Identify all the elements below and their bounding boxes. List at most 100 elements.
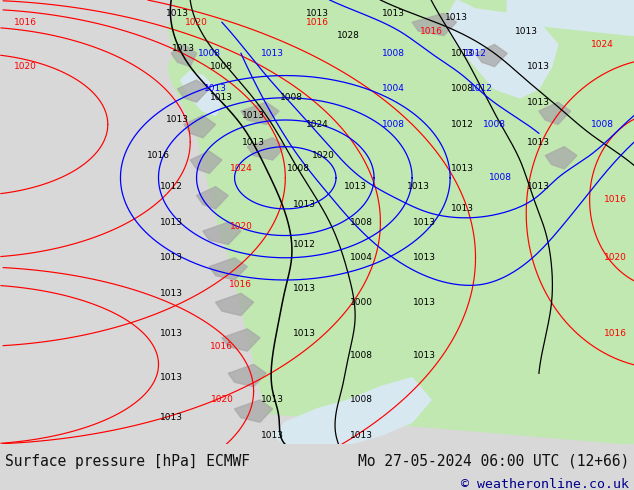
Text: 1016: 1016 [420, 26, 443, 36]
Text: 1016: 1016 [210, 342, 233, 351]
Text: 1013: 1013 [293, 200, 316, 209]
Text: 1008: 1008 [483, 120, 506, 129]
Text: 1013: 1013 [451, 164, 474, 173]
Text: 1008: 1008 [489, 173, 512, 182]
Text: 1013: 1013 [242, 111, 265, 120]
Text: 1016: 1016 [230, 280, 252, 289]
Text: 1020: 1020 [604, 253, 626, 262]
Text: 1013: 1013 [350, 431, 373, 440]
Text: 1013: 1013 [382, 9, 404, 18]
Polygon shape [539, 102, 571, 124]
Polygon shape [184, 116, 216, 138]
Text: 1013: 1013 [160, 413, 183, 422]
Text: 1008: 1008 [198, 49, 221, 58]
Text: 1008: 1008 [451, 84, 474, 94]
Text: 1013: 1013 [172, 45, 195, 53]
Text: 1013: 1013 [407, 182, 430, 191]
Text: 1013: 1013 [160, 218, 183, 227]
Text: 1013: 1013 [413, 298, 436, 307]
Text: 1008: 1008 [350, 218, 373, 227]
Text: 1020: 1020 [14, 62, 37, 71]
Polygon shape [241, 102, 279, 124]
Text: 1013: 1013 [344, 182, 366, 191]
Text: 1013: 1013 [527, 62, 550, 71]
Text: 1020: 1020 [230, 222, 252, 231]
Text: 1008: 1008 [350, 395, 373, 404]
Polygon shape [181, 71, 222, 116]
Polygon shape [507, 0, 634, 36]
Polygon shape [168, 0, 634, 444]
Polygon shape [171, 45, 197, 67]
Text: 1008: 1008 [287, 164, 309, 173]
Text: 1013: 1013 [160, 329, 183, 338]
Polygon shape [203, 222, 241, 245]
Text: 1016: 1016 [604, 196, 626, 204]
Text: 1024: 1024 [591, 40, 614, 49]
Text: 1013: 1013 [451, 49, 474, 58]
Polygon shape [476, 45, 507, 67]
Text: 1013: 1013 [293, 284, 316, 294]
Polygon shape [178, 80, 209, 102]
Text: 1000: 1000 [350, 298, 373, 307]
Text: 1013: 1013 [261, 431, 284, 440]
Text: Mo 27-05-2024 06:00 UTC (12+66): Mo 27-05-2024 06:00 UTC (12+66) [358, 454, 629, 469]
Text: 1016: 1016 [306, 18, 328, 27]
Text: 1012: 1012 [293, 240, 316, 249]
Text: 1013: 1013 [160, 289, 183, 298]
Text: © weatheronline.co.uk: © weatheronline.co.uk [461, 478, 629, 490]
Text: 1013: 1013 [413, 253, 436, 262]
Text: Surface pressure [hPa] ECMWF: Surface pressure [hPa] ECMWF [5, 454, 250, 469]
Polygon shape [412, 13, 456, 36]
Text: 1013: 1013 [413, 351, 436, 360]
Text: 1028: 1028 [337, 31, 360, 40]
Text: 1013: 1013 [242, 138, 265, 147]
Polygon shape [273, 378, 431, 444]
Text: 1013: 1013 [451, 204, 474, 213]
Text: 1013: 1013 [527, 138, 550, 147]
Text: 1016: 1016 [604, 329, 626, 338]
Text: 1013: 1013 [293, 329, 316, 338]
Text: 1024: 1024 [306, 120, 328, 129]
Text: 1012: 1012 [464, 49, 487, 58]
Text: 1016: 1016 [147, 151, 170, 160]
Text: 1013: 1013 [515, 26, 538, 36]
Text: 1020: 1020 [312, 151, 335, 160]
Polygon shape [222, 329, 260, 351]
Polygon shape [197, 187, 228, 209]
Text: 1008: 1008 [382, 120, 404, 129]
Polygon shape [444, 0, 558, 98]
Polygon shape [228, 365, 266, 387]
Text: 1008: 1008 [280, 93, 303, 102]
Text: 1013: 1013 [204, 84, 227, 94]
Text: 1008: 1008 [350, 351, 373, 360]
Text: 1008: 1008 [382, 49, 404, 58]
Polygon shape [190, 151, 222, 173]
Polygon shape [216, 294, 254, 316]
Text: 1013: 1013 [166, 9, 189, 18]
Text: 1013: 1013 [527, 182, 550, 191]
Polygon shape [545, 147, 577, 169]
Text: 1020: 1020 [210, 395, 233, 404]
Text: 1013: 1013 [445, 13, 468, 22]
Text: 1013: 1013 [261, 395, 284, 404]
Text: 1020: 1020 [185, 18, 208, 27]
Text: 1013: 1013 [413, 218, 436, 227]
Text: 1008: 1008 [591, 120, 614, 129]
Text: 1012: 1012 [451, 120, 474, 129]
Text: 1004: 1004 [382, 84, 404, 94]
Text: 1013: 1013 [160, 253, 183, 262]
Text: 1013: 1013 [166, 116, 189, 124]
Text: 1012: 1012 [160, 182, 183, 191]
Text: 1004: 1004 [350, 253, 373, 262]
Polygon shape [209, 258, 247, 280]
Text: 1013: 1013 [261, 49, 284, 58]
Polygon shape [247, 138, 285, 160]
Text: 1013: 1013 [527, 98, 550, 107]
Text: 1024: 1024 [230, 164, 252, 173]
Text: 1008: 1008 [210, 62, 233, 71]
Polygon shape [235, 400, 273, 422]
Text: 1016: 1016 [14, 18, 37, 27]
Text: 1013: 1013 [210, 93, 233, 102]
Text: 1013: 1013 [160, 373, 183, 382]
Text: 1013: 1013 [306, 9, 328, 18]
